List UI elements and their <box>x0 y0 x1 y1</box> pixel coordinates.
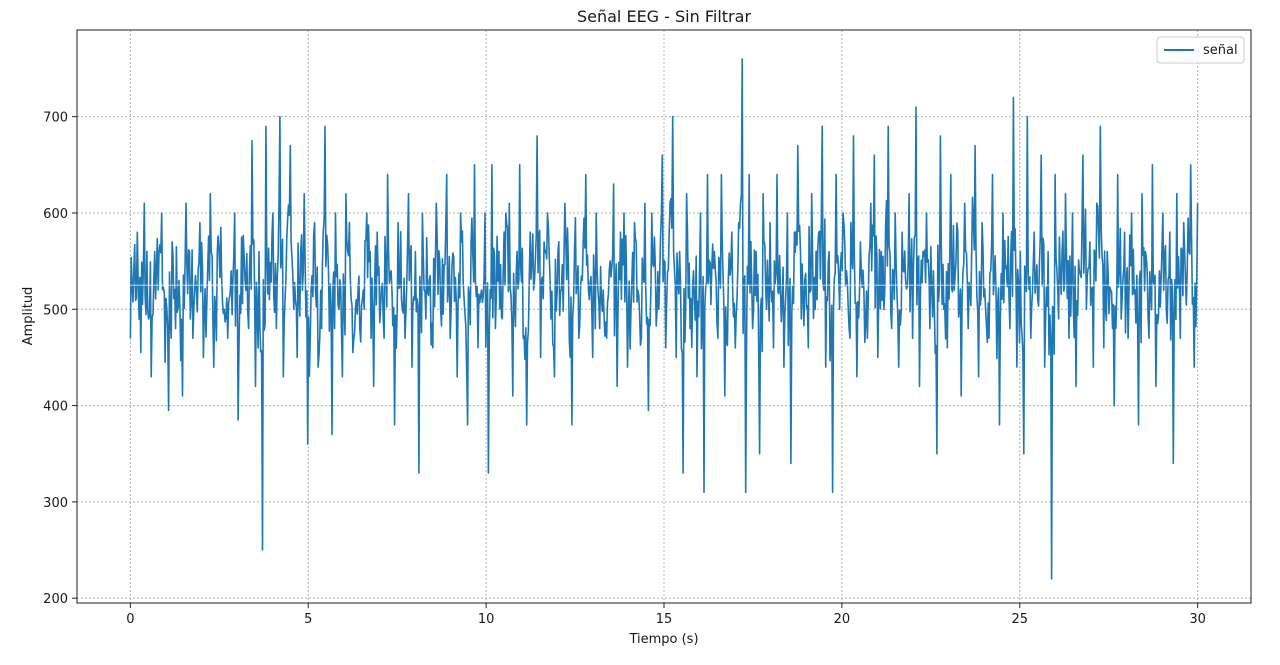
x-tick-label: 30 <box>1189 612 1206 627</box>
x-tick-label: 15 <box>656 612 673 627</box>
legend-label: señal <box>1203 43 1238 58</box>
x-tick-label: 10 <box>478 612 495 627</box>
x-tick-label: 0 <box>126 612 134 627</box>
y-tick-label: 300 <box>43 496 68 511</box>
x-tick-label: 20 <box>834 612 851 627</box>
legend: señal <box>1156 36 1245 64</box>
legend-box <box>1156 36 1245 64</box>
x-tick-label: 5 <box>304 612 312 627</box>
chart-title: Señal EEG - Sin Filtrar <box>577 7 751 26</box>
x-tick-label: 25 <box>1011 612 1028 627</box>
y-tick-label: 600 <box>43 207 68 222</box>
y-axis-label: Amplitud <box>21 287 36 346</box>
series-layer <box>129 58 1199 580</box>
y-tick-label: 400 <box>43 400 68 415</box>
y-tick-label: 700 <box>43 111 68 126</box>
grid <box>77 30 1251 603</box>
x-axis-label: Tiempo (s) <box>628 632 698 647</box>
y-tick-label: 200 <box>43 592 68 607</box>
y-tick-label: 500 <box>43 303 68 318</box>
series-line-senal <box>129 58 1199 580</box>
ticks: 0 5 10 15 20 25 30 200 300 400 500 600 700 <box>43 111 1206 627</box>
